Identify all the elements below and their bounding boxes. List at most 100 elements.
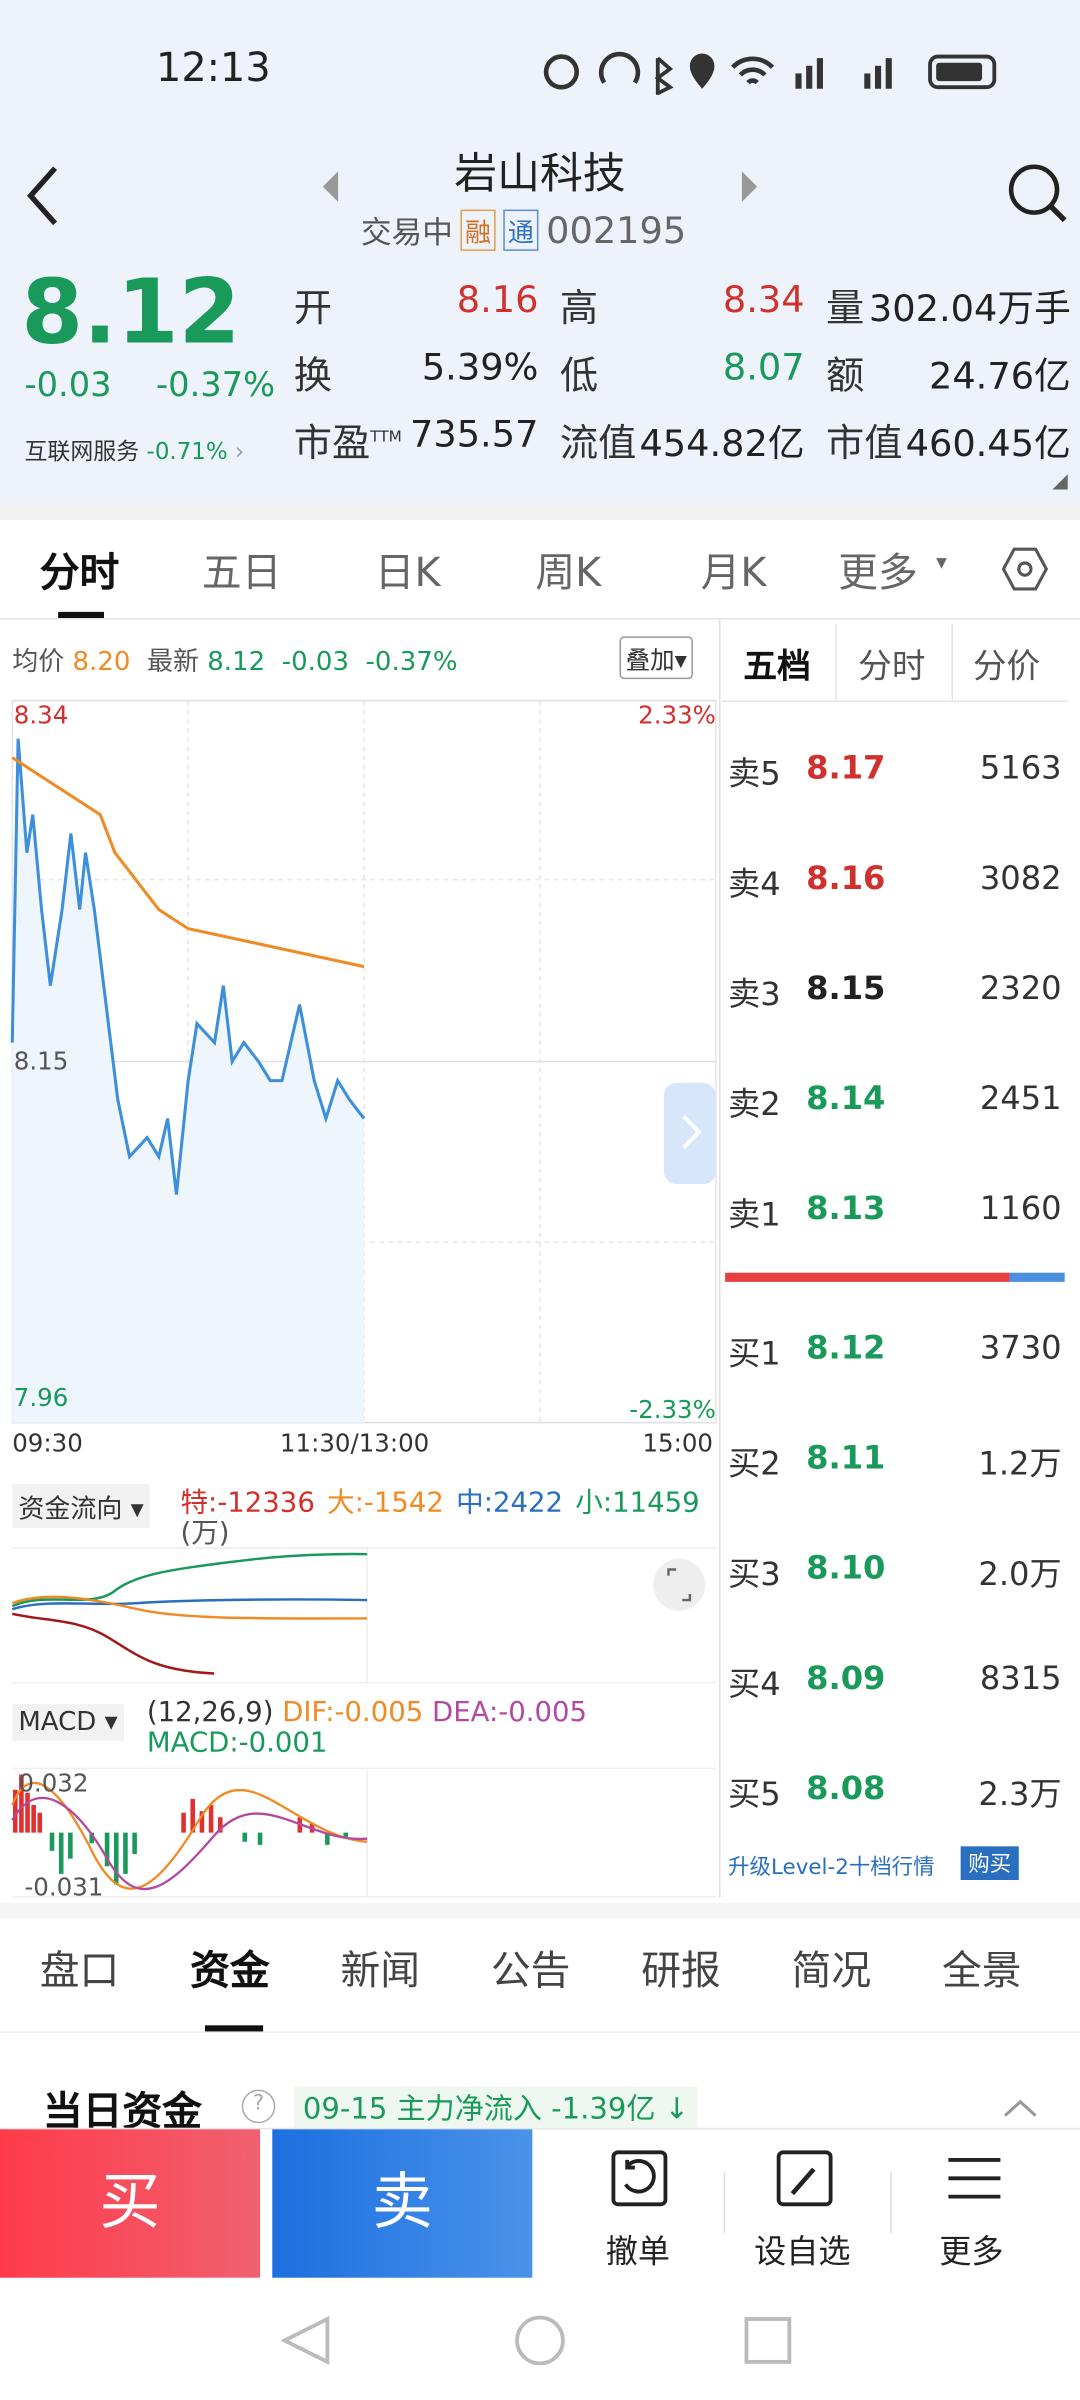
stat-value: 24.76亿 — [928, 354, 1071, 398]
book-price: 8.14 — [806, 1079, 886, 1117]
detail-tab[interactable]: 资金 — [190, 1948, 270, 1995]
divider — [890, 2172, 892, 2234]
chart-tab[interactable]: 更多 — [838, 550, 918, 597]
book-label: 买2 — [728, 1445, 781, 1483]
macd-params: (12,26,9) — [146, 1696, 274, 1729]
detail-tab[interactable]: 全景 — [941, 1948, 1022, 1995]
book-volume: 2.0万 — [978, 1555, 1062, 1593]
ratio-buy — [1009, 1272, 1065, 1282]
overlay-button[interactable]: 叠加▾ — [619, 636, 694, 680]
last-label: 最新 — [146, 647, 199, 678]
stock-switch-arrows[interactable] — [314, 168, 773, 205]
fund-flow-selector[interactable]: 资金流向 ▾ — [12, 1483, 150, 1529]
stat-value: 8.34 — [722, 278, 805, 322]
overlay-label: 叠加 — [625, 645, 675, 675]
book-tab[interactable]: 五档 — [743, 648, 811, 687]
stat-label: 高 — [559, 286, 599, 331]
detail-tab[interactable]: 公告 — [490, 1948, 571, 1995]
action-label[interactable]: 设自选 — [754, 2233, 851, 2271]
pct-label: -2.33% — [629, 1395, 716, 1425]
sector-link[interactable]: 互联网服务 -0.71% › — [24, 437, 245, 466]
detail-tab[interactable]: 新闻 — [340, 1948, 421, 1995]
book-price: 8.09 — [806, 1659, 886, 1697]
book-tab[interactable]: 分价 — [972, 648, 1041, 687]
stat-value: 302.04万手 — [868, 287, 1071, 331]
fullscreen-button[interactable] — [653, 1558, 706, 1611]
detail-tab[interactable]: 盘口 — [39, 1948, 120, 1995]
chart-tab[interactable]: 分时 — [39, 550, 120, 597]
expand-corner[interactable] — [1049, 471, 1070, 492]
divider — [0, 2031, 1080, 2033]
book-volume: 8315 — [979, 1659, 1062, 1697]
action-icons — [611, 2150, 1001, 2207]
action-label[interactable]: 撤单 — [605, 2233, 671, 2271]
book-label: 卖4 — [728, 865, 781, 903]
search-button[interactable] — [1003, 159, 1070, 226]
book-label: 卖3 — [728, 975, 781, 1013]
sector-name: 互联网服务 — [24, 437, 140, 466]
avg-line — [11, 756, 365, 969]
book-price: 8.12 — [806, 1329, 886, 1367]
upgrade-link[interactable]: 升级Level-2十档行情 — [728, 1855, 935, 1881]
buy-button[interactable]: 买 — [0, 2129, 261, 2278]
stat-label: 低 — [559, 353, 599, 398]
book-label: 买5 — [728, 1775, 781, 1813]
divider — [0, 617, 1080, 620]
macd-legend: (12,26,9) DIF:-0.005 DEA:-0.005 MACD:-0.0… — [146, 1696, 587, 1759]
macd-selector[interactable]: MACD ▾ — [12, 1704, 124, 1741]
book-price: 8.16 — [806, 859, 886, 897]
stat-label: 市值 — [826, 420, 903, 466]
detail-tab[interactable]: 简况 — [791, 1948, 872, 1995]
detail-tab[interactable]: 研报 — [641, 1948, 721, 1995]
badge: 融 — [460, 209, 496, 251]
stat-value: 454.82亿 — [639, 422, 805, 466]
book-volume: 3730 — [979, 1329, 1062, 1367]
book-label: 卖2 — [728, 1086, 781, 1123]
book-tab[interactable]: 分时 — [858, 648, 926, 687]
side-handle[interactable] — [663, 1083, 716, 1184]
book-volume: 3082 — [979, 859, 1062, 897]
intraday-legend: 均价 8.20 最新 8.12 -0.03 -0.37% — [12, 639, 458, 678]
detail-tab-underline — [204, 2025, 264, 2032]
action-label[interactable]: 更多 — [939, 2233, 1004, 2271]
avg-label: 均价 — [12, 647, 65, 678]
back-button[interactable] — [21, 162, 67, 229]
collapse-button[interactable] — [1000, 2096, 1040, 2120]
chart-tab[interactable]: 日K — [374, 550, 441, 597]
header-bg — [0, 0, 1080, 505]
y-tick-label: 7.96 — [13, 1382, 69, 1412]
help-icon[interactable]: ? — [241, 2089, 276, 2124]
last-change-pct: -0.37% — [365, 647, 458, 678]
macd-bottom: -0.031 — [24, 1872, 104, 1902]
stat-label: 开 — [293, 286, 332, 331]
buy-level2[interactable]: 购买 — [960, 1846, 1019, 1881]
book-volume: 2451 — [979, 1079, 1062, 1117]
nav-bar — [280, 2315, 792, 2366]
stat-label: 额 — [826, 353, 865, 398]
book-label: 买3 — [728, 1555, 781, 1593]
pct-label: 2.33% — [638, 700, 716, 730]
settings-button[interactable] — [1000, 545, 1049, 594]
chart-tab[interactable]: 月K — [700, 550, 767, 597]
book-volume: 5163 — [979, 749, 1062, 787]
stock-subtitle: 交易中 融 通 002195 — [361, 208, 686, 252]
sell-button[interactable]: 卖 — [272, 2129, 533, 2278]
chart-tab[interactable]: 周K — [535, 550, 602, 597]
funds-title: 当日资金 — [42, 2089, 202, 2136]
macd-lines — [11, 1781, 368, 1891]
y-tick-label: 8.15 — [13, 1046, 69, 1076]
stat-value: 460.45亿 — [905, 422, 1071, 466]
book-label: 买1 — [728, 1335, 781, 1373]
divider — [0, 1902, 1080, 1919]
book-volume: 2.3万 — [978, 1775, 1062, 1813]
book-label: 买4 — [728, 1665, 781, 1703]
stat-label: 量 — [826, 286, 865, 331]
stock-name: 岩山科技 — [454, 148, 626, 199]
chart-tab[interactable]: 五日 — [201, 550, 282, 597]
tab-indicator — [58, 611, 105, 618]
divider — [0, 504, 1080, 521]
fund-flow-item: 中:2422 — [456, 1486, 564, 1519]
price-area — [12, 738, 365, 1423]
fund-flow-item: 大:-1542 — [327, 1486, 444, 1519]
